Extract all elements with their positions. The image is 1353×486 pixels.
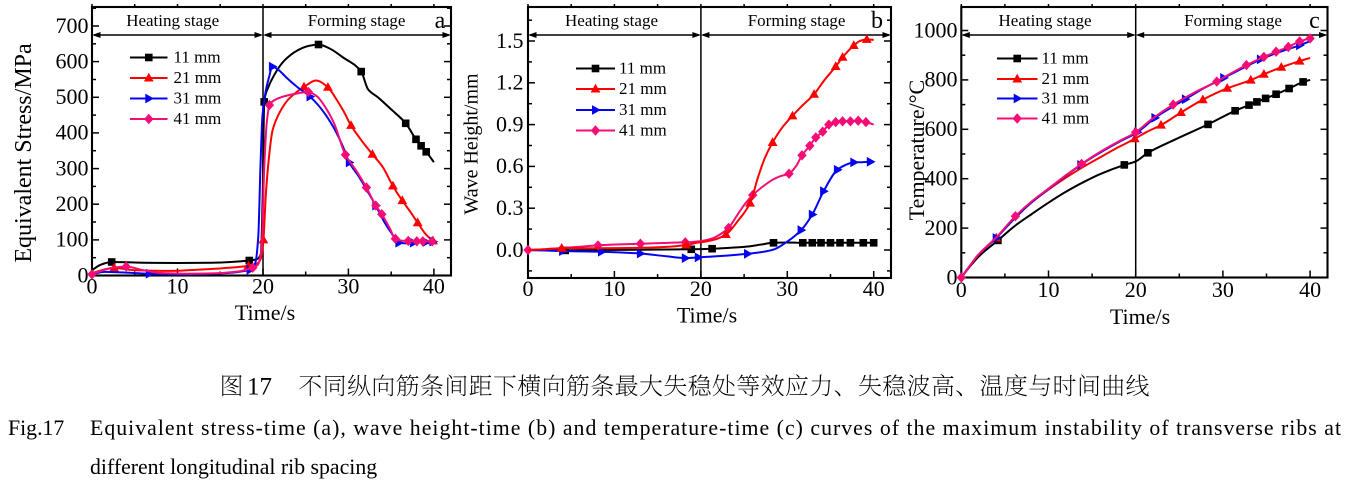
svg-text:400: 400: [56, 120, 89, 145]
svg-text:Time/s: Time/s: [677, 303, 737, 328]
svg-text:31 mm: 31 mm: [174, 88, 222, 107]
svg-text:Heating stage: Heating stage: [126, 11, 219, 30]
svg-text:41 mm: 41 mm: [174, 109, 222, 128]
svg-text:a: a: [435, 8, 446, 34]
svg-text:200: 200: [56, 191, 89, 216]
svg-text:b: b: [871, 8, 883, 34]
svg-text:100: 100: [56, 227, 89, 252]
svg-text:1.5: 1.5: [496, 28, 524, 53]
svg-text:30: 30: [776, 276, 798, 301]
svg-text:30: 30: [337, 274, 359, 299]
svg-text:31 mm: 31 mm: [619, 100, 667, 119]
svg-text:400: 400: [925, 166, 958, 191]
svg-text:0.3: 0.3: [496, 195, 524, 220]
svg-text:20: 20: [1125, 277, 1147, 302]
svg-text:1.2: 1.2: [496, 70, 524, 95]
svg-text:Equivalent stress-time (a), wa: Equivalent stress-time (a), wave height-…: [90, 416, 1341, 440]
svg-text:800: 800: [925, 67, 958, 92]
svg-text:0: 0: [947, 264, 958, 289]
svg-text:Temperature/°C: Temperature/°C: [904, 80, 929, 220]
svg-text:20: 20: [252, 274, 274, 299]
svg-text:0.0: 0.0: [496, 237, 524, 262]
svg-text:Wave Height/mm: Wave Height/mm: [461, 73, 483, 215]
svg-text:10: 10: [167, 274, 189, 299]
svg-text:600: 600: [925, 116, 958, 141]
svg-text:0: 0: [87, 274, 98, 299]
svg-text:40: 40: [863, 276, 885, 301]
svg-text:200: 200: [925, 215, 958, 240]
svg-text:Forming stage: Forming stage: [1184, 11, 1282, 30]
svg-text:21 mm: 21 mm: [1042, 69, 1090, 88]
svg-text:Heating stage: Heating stage: [565, 11, 658, 30]
svg-text:40: 40: [423, 274, 445, 299]
svg-text:700: 700: [56, 13, 89, 38]
svg-text:0: 0: [523, 276, 534, 301]
svg-text:0: 0: [956, 277, 967, 302]
svg-text:different longitudinal rib spa: different longitudinal rib spacing: [90, 455, 377, 479]
svg-text:17: 17: [247, 374, 272, 401]
svg-text:21 mm: 21 mm: [174, 68, 222, 87]
svg-text:11 mm: 11 mm: [619, 58, 666, 77]
svg-text:Equivalent Stress/MPa: Equivalent Stress/MPa: [11, 43, 37, 263]
svg-text:10: 10: [1038, 277, 1060, 302]
svg-text:30: 30: [1212, 277, 1234, 302]
svg-text:11 mm: 11 mm: [174, 47, 221, 66]
svg-text:Time/s: Time/s: [235, 300, 295, 325]
svg-text:0: 0: [78, 262, 89, 287]
svg-text:20: 20: [690, 276, 712, 301]
svg-text:0.9: 0.9: [496, 111, 524, 136]
svg-text:c: c: [1309, 8, 1320, 34]
svg-text:11 mm: 11 mm: [1042, 48, 1089, 67]
svg-text:Heating stage: Heating stage: [999, 11, 1092, 30]
svg-text:600: 600: [56, 48, 89, 73]
svg-text:0.6: 0.6: [496, 153, 524, 178]
svg-text:1000: 1000: [914, 17, 958, 42]
svg-text:Forming stage: Forming stage: [308, 11, 406, 30]
svg-text:31 mm: 31 mm: [1042, 88, 1090, 107]
svg-text:40: 40: [1299, 277, 1321, 302]
svg-text:10: 10: [603, 276, 625, 301]
svg-text:Time/s: Time/s: [1110, 304, 1170, 329]
svg-text:21 mm: 21 mm: [619, 79, 667, 98]
svg-text:500: 500: [56, 84, 89, 109]
svg-text:41 mm: 41 mm: [619, 120, 667, 139]
svg-text:41 mm: 41 mm: [1042, 108, 1090, 127]
svg-text:Fig.17: Fig.17: [8, 416, 64, 440]
svg-text:Forming stage: Forming stage: [748, 11, 846, 30]
svg-text:300: 300: [56, 155, 89, 180]
